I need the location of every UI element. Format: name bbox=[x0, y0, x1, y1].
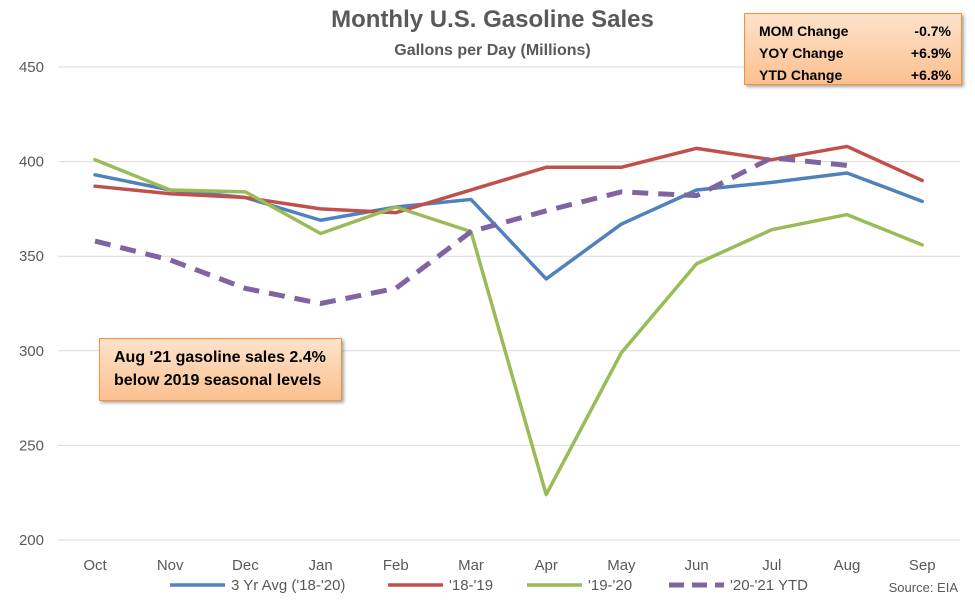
y-tick-label: 250 bbox=[19, 437, 44, 454]
stat-label: YOY Change bbox=[759, 45, 844, 61]
y-tick-label: 200 bbox=[19, 532, 44, 549]
y-tick-label: 350 bbox=[19, 248, 44, 265]
x-tick-label: Jan bbox=[309, 557, 333, 574]
x-tick-label: May bbox=[607, 557, 636, 574]
chart-subtitle: Gallons per Day (Millions) bbox=[394, 42, 591, 59]
series-lines bbox=[93, 144, 924, 497]
x-tick-label: Sep bbox=[909, 557, 936, 574]
stat-row-mom: MOM Change -0.7% bbox=[759, 20, 951, 42]
stat-row-yoy: YOY Change +6.9% bbox=[759, 42, 951, 64]
y-tick-label: 450 bbox=[19, 59, 44, 76]
legend-label: '20-'21 YTD bbox=[730, 577, 808, 594]
annotation-note: Aug '21 gasoline sales 2.4% below 2019 s… bbox=[99, 338, 342, 401]
y-tick-label: 400 bbox=[19, 154, 44, 171]
x-tick-label: Oct bbox=[83, 557, 107, 574]
x-tick-label: Jul bbox=[762, 557, 781, 574]
stat-value: -0.7% bbox=[914, 23, 951, 39]
stat-row-ytd: YTD Change +6.8% bbox=[759, 64, 951, 86]
stats-box: MOM Change -0.7% YOY Change +6.9% YTD Ch… bbox=[744, 13, 962, 85]
x-tick-label: Aug bbox=[834, 557, 861, 574]
stat-value: +6.8% bbox=[910, 67, 951, 83]
stat-label: YTD Change bbox=[759, 67, 843, 83]
source-label: Source: EIA bbox=[888, 580, 958, 595]
y-tick-label: 300 bbox=[19, 343, 44, 360]
legend-label: '18-'19 bbox=[449, 577, 493, 594]
x-tick-label: Feb bbox=[383, 557, 409, 574]
series-line bbox=[94, 155, 848, 306]
series-line bbox=[93, 157, 924, 497]
x-axis: Oct Nov Dec Jan Feb Mar Apr May Jun Jul Aug Sep bbox=[83, 557, 935, 574]
note-line: Aug '21 gasoline sales 2.4% bbox=[114, 349, 326, 366]
legend-label: 3 Yr Avg ('18-'20) bbox=[231, 577, 345, 594]
y-axis: 200 250 300 350 400 450 bbox=[19, 59, 44, 549]
legend-label: '19-'20 bbox=[588, 577, 632, 594]
x-tick-label: Jun bbox=[685, 557, 709, 574]
gridlines bbox=[58, 66, 960, 541]
x-tick-label: Mar bbox=[458, 557, 484, 574]
stat-value: +6.9% bbox=[910, 45, 951, 61]
stat-label: MOM Change bbox=[759, 23, 849, 39]
note-line: below 2019 seasonal levels bbox=[114, 372, 322, 389]
legend: 3 Yr Avg ('18-'20) '18-'19 '19-'20 '20-'21 … bbox=[170, 577, 808, 594]
x-tick-label: Apr bbox=[535, 557, 558, 574]
x-tick-label: Nov bbox=[157, 557, 184, 574]
chart-title: Monthly U.S. Gasoline Sales bbox=[331, 6, 654, 33]
x-tick-label: Dec bbox=[232, 557, 259, 574]
